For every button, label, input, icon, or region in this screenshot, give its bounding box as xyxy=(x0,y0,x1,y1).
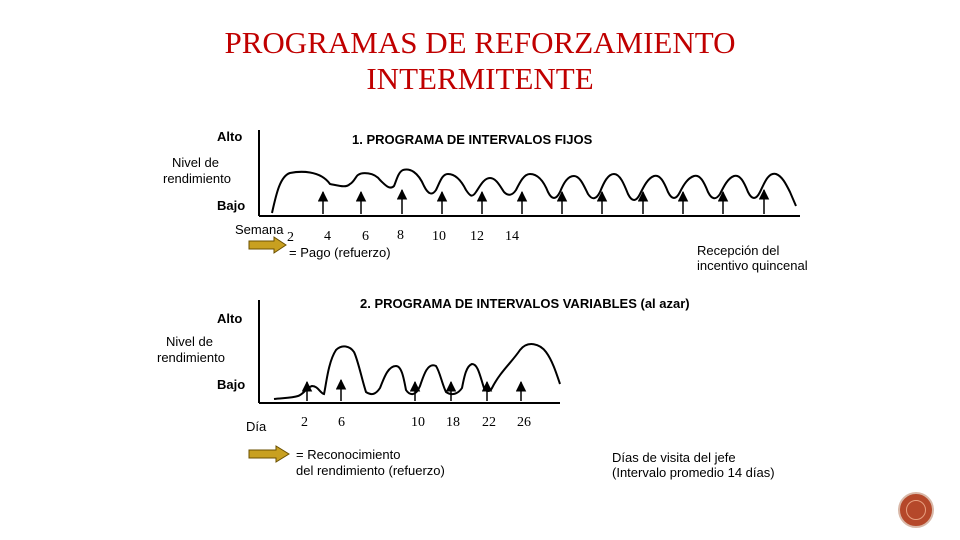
variable-note-2: (Intervalo promedio 14 días) xyxy=(612,465,775,480)
variable-performance-curve xyxy=(273,343,561,400)
fixed-high-label: Alto xyxy=(217,129,243,144)
fixed-note-2: incentivo quincenal xyxy=(697,258,808,273)
variable-axes xyxy=(258,300,560,404)
fixed-axes xyxy=(258,130,800,217)
variable-tick: 2 xyxy=(301,415,308,430)
variable-yaxis-label-1: Nivel de xyxy=(166,334,213,349)
fixed-note-1: Recepción del xyxy=(697,243,780,258)
fixed-reinforcement-arrows xyxy=(317,188,770,214)
slide-title-line1: PROGRAMAS DE REFORZAMIENTO xyxy=(224,25,736,60)
variable-note-1: Días de visita del jefe xyxy=(612,450,736,465)
variable-high-label: Alto xyxy=(217,311,243,326)
fixed-xaxis-label: Semana xyxy=(235,222,284,237)
variable-legend-text-1: = Reconocimiento xyxy=(296,447,401,462)
fixed-tick: 6 xyxy=(362,229,369,244)
variable-tick: 6 xyxy=(338,415,345,430)
variable-legend-arrow xyxy=(248,445,290,463)
fixed-performance-curve xyxy=(271,168,797,214)
variable-heading: 2. PROGRAMA DE INTERVALOS VARIABLES (al … xyxy=(360,296,690,311)
variable-xaxis-label: Día xyxy=(246,419,267,434)
fixed-tick: 10 xyxy=(432,229,446,244)
fixed-tick: 4 xyxy=(324,229,331,244)
fixed-tick: 2 xyxy=(287,230,294,245)
fixed-low-label: Bajo xyxy=(217,198,246,213)
variable-legend-text-2: del rendimiento (refuerzo) xyxy=(296,463,445,478)
variable-yaxis-label-2: rendimiento xyxy=(157,350,225,365)
variable-tick: 18 xyxy=(446,415,460,430)
fixed-tick: 8 xyxy=(397,228,404,243)
fixed-heading: 1. PROGRAMA DE INTERVALOS FIJOS xyxy=(352,132,593,147)
fixed-yaxis-label-2: rendimiento xyxy=(163,171,231,186)
logo-badge xyxy=(898,492,934,528)
variable-low-label: Bajo xyxy=(217,377,246,392)
variable-tick: 26 xyxy=(517,415,531,430)
variable-tick: 10 xyxy=(411,415,425,430)
fixed-tick: 14 xyxy=(505,229,519,244)
fixed-yaxis-label-1: Nivel de xyxy=(172,155,219,170)
slide-title-line2: INTERMITENTE xyxy=(366,61,594,96)
fixed-tick: 12 xyxy=(470,229,484,244)
variable-tick: 22 xyxy=(482,415,496,430)
fixed-legend-text: = Pago (refuerzo) xyxy=(289,245,391,260)
fixed-legend-arrow xyxy=(248,236,287,254)
variable-reinforcement-arrows xyxy=(301,378,527,401)
